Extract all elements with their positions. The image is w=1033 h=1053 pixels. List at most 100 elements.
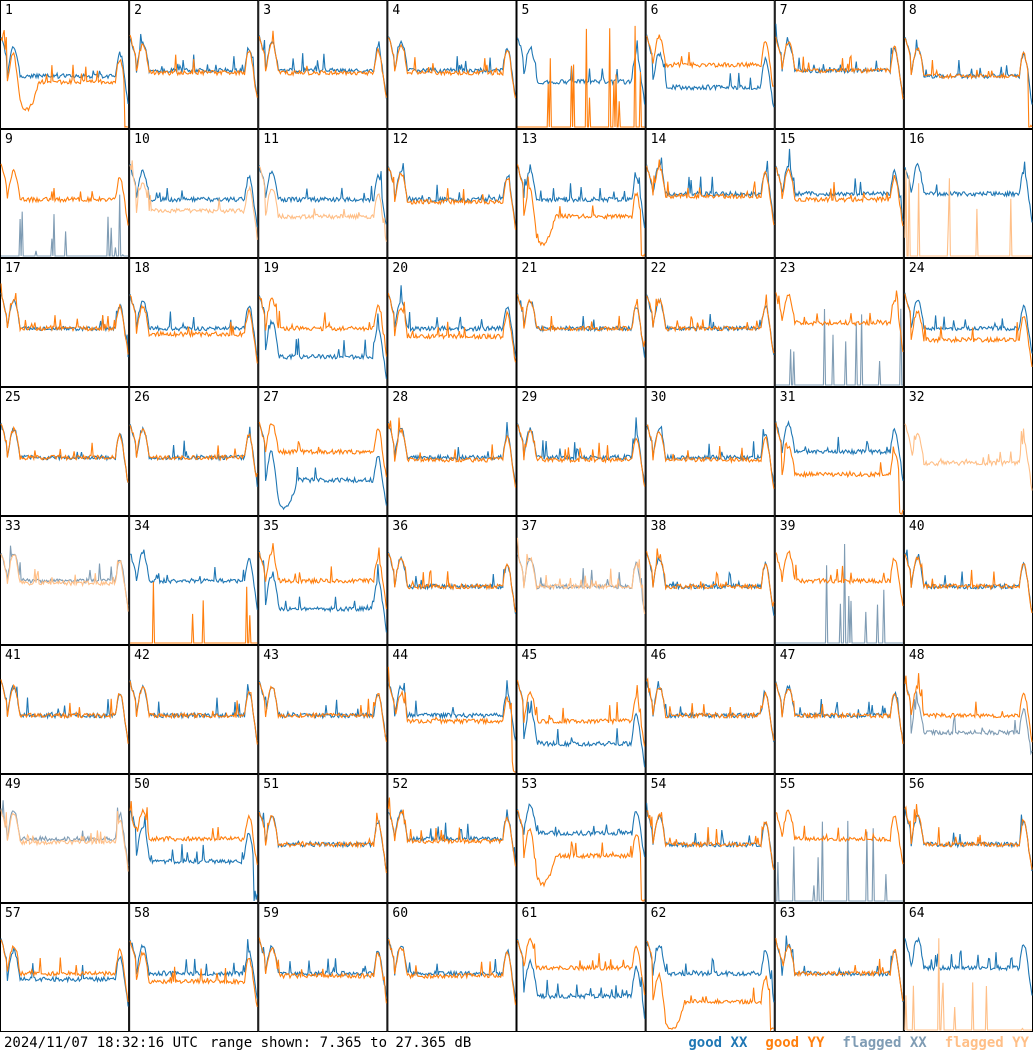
- series-xx-line: [904, 549, 1033, 612]
- panel-frame: [258, 774, 388, 903]
- series-yy-line: [258, 811, 387, 874]
- panel-52: 52: [387, 774, 517, 903]
- panel-label: 52: [392, 777, 408, 792]
- panel-frame: [0, 516, 130, 645]
- panel-frame: [129, 774, 259, 903]
- panel-27: 27: [258, 387, 388, 516]
- series-xx-line: [258, 423, 387, 511]
- series-yy-line: [904, 423, 1033, 491]
- panel-23: 23: [774, 258, 904, 387]
- series-xx-line: [516, 938, 646, 1019]
- panel-label: 41: [5, 648, 21, 663]
- series-yy-line: [258, 937, 387, 1004]
- series-xx-line: [517, 683, 646, 768]
- panel-39: 39: [774, 516, 904, 645]
- panel-22: 22: [645, 258, 775, 387]
- panel-frame: [258, 516, 388, 645]
- series-xx-line: [904, 161, 1033, 223]
- panel-label: 45: [522, 648, 538, 663]
- series-yy-line: [517, 809, 646, 902]
- series-yy-line: [0, 679, 129, 744]
- panel-label: 54: [651, 777, 667, 792]
- series-xx-line: [646, 802, 775, 870]
- panel-frame: [258, 0, 388, 129]
- panel-frame: [258, 258, 388, 387]
- panel-frame: [387, 387, 517, 516]
- series-xx-line: [387, 680, 517, 741]
- panel-label: 47: [780, 648, 796, 663]
- panel-frame: [258, 129, 388, 258]
- series-xx-line: [129, 163, 258, 228]
- panel-4: 4: [387, 0, 517, 129]
- series-yy-line: [0, 283, 129, 355]
- series-yy-line: [904, 938, 1032, 1031]
- series-yy-line: [129, 294, 258, 364]
- panel-50: 50: [129, 774, 259, 903]
- series-yy-line: [775, 682, 904, 744]
- panel-label: 3: [263, 3, 271, 18]
- panel-13: 13: [516, 129, 646, 258]
- series-xx-line: [387, 163, 517, 229]
- panel-19: 19: [258, 258, 388, 387]
- series-yy-line: [258, 543, 387, 610]
- panel-label: 9: [5, 132, 13, 147]
- panel-3: 3: [258, 0, 388, 129]
- panel-label: 64: [909, 906, 925, 921]
- panel-46: 46: [645, 645, 775, 774]
- series-yy-line: [258, 296, 387, 357]
- series-xx-line: [646, 680, 775, 743]
- series-xx-line: [516, 293, 646, 358]
- series-yy-line: [387, 553, 517, 613]
- panel-20: 20: [387, 258, 517, 387]
- panel-frame: [0, 0, 130, 129]
- panel-12: 12: [387, 129, 517, 258]
- series-xx-line: [258, 550, 387, 633]
- panel-24: 24: [903, 258, 1033, 387]
- series-yy-line: [904, 673, 1033, 743]
- series-yy-line: [387, 666, 516, 773]
- panel-frame: [387, 129, 517, 258]
- panel-frame: [516, 903, 646, 1032]
- panel-frame: [516, 645, 646, 774]
- panel-frame: [774, 903, 904, 1032]
- series-xx-line: [646, 34, 775, 108]
- panel-55: 55: [774, 774, 904, 903]
- series-yy-line: [129, 940, 258, 1008]
- series-yy-line: [517, 25, 645, 128]
- panel-6: 6: [645, 0, 775, 129]
- panel-1: 1: [0, 0, 130, 129]
- series-xx-line: [516, 803, 646, 857]
- panel-frame: [0, 129, 130, 258]
- panel-9: 9: [0, 129, 130, 258]
- series-xx-line: [388, 285, 517, 357]
- series-yy-line: [129, 801, 258, 865]
- series-yy-line: [646, 548, 775, 607]
- panel-33: 33: [0, 516, 130, 645]
- panel-frame: [516, 387, 646, 516]
- panel-label: 30: [651, 390, 667, 405]
- series-xx-line: [258, 35, 387, 99]
- panel-frame: [258, 387, 388, 516]
- series-yy-line: [516, 424, 646, 487]
- legend-good-xx: good XX: [688, 1035, 748, 1051]
- panel-label: 5: [522, 3, 530, 18]
- panel-label: 61: [522, 906, 538, 921]
- panel-label: 13: [522, 132, 538, 147]
- series-yy-line: [258, 421, 387, 478]
- panel-48: 48: [903, 645, 1033, 774]
- panel-frame: [903, 387, 1033, 516]
- series-xx-line: [387, 422, 517, 487]
- series-xx-line: [775, 148, 904, 222]
- legend-good-yy: good YY: [765, 1035, 825, 1051]
- series-xx-line: [258, 810, 387, 871]
- series-yy-line: [387, 797, 517, 867]
- panel-frame: [774, 129, 904, 258]
- panel-frame: [0, 258, 130, 387]
- series-xx-line: [904, 36, 1033, 105]
- panel-label: 51: [263, 777, 279, 792]
- panel-17: 17: [0, 258, 130, 387]
- panel-frame: [903, 0, 1033, 129]
- panel-label: 31: [780, 390, 796, 405]
- panel-8: 8: [903, 0, 1033, 129]
- panel-frame: [258, 645, 388, 774]
